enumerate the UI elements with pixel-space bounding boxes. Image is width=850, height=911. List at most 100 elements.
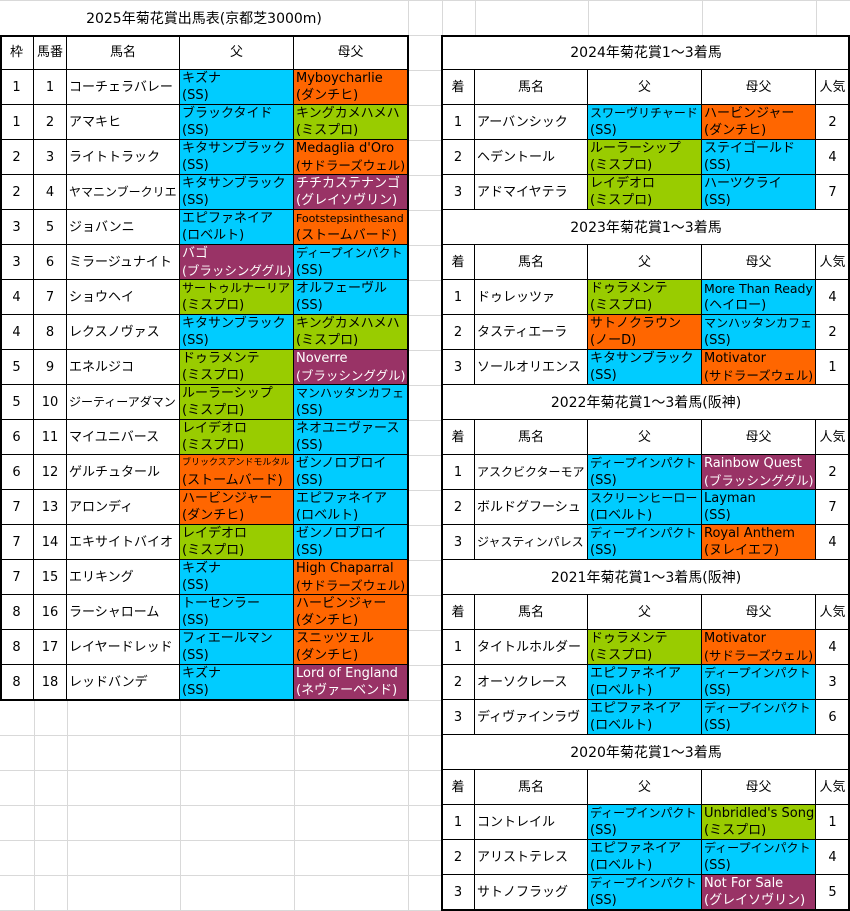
horse-name-cell[interactable]: アロンディ	[67, 490, 180, 525]
dam-sire-cell[interactable]: スニッツェル (ダンチヒ)	[294, 630, 408, 665]
sire-cell[interactable]: エピファネイア (ロベルト)	[588, 665, 702, 700]
sire-cell[interactable]: レイデオロ (ミスプロ)	[180, 525, 294, 560]
dam-sire-cell[interactable]: ディープインパクト (SS)	[702, 665, 816, 700]
number-cell[interactable]: 6	[34, 245, 67, 280]
sire-cell[interactable]: エピファネイア (ロベルト)	[588, 700, 702, 735]
sire-cell[interactable]: キズナ (SS)	[180, 70, 294, 105]
past-header-0[interactable]: 着	[442, 770, 475, 805]
popularity-cell[interactable]: 3	[816, 665, 850, 700]
past-header-2[interactable]: 父	[588, 770, 702, 805]
number-cell[interactable]: 7	[34, 280, 67, 315]
sire-cell[interactable]: スクリーンヒーロー (ロベルト)	[588, 490, 702, 525]
waku-cell[interactable]: 2	[0, 140, 34, 175]
horse-name-cell[interactable]: ミラージュナイト	[67, 245, 180, 280]
sire-cell[interactable]: ディープインパクト (SS)	[588, 525, 702, 560]
popularity-cell[interactable]: 2	[816, 455, 850, 490]
popularity-cell[interactable]: 4	[816, 525, 850, 560]
finish-cell[interactable]: 2	[442, 140, 475, 175]
sire-cell[interactable]: ルーラーシップ (ミスプロ)	[588, 140, 702, 175]
horse-name-cell[interactable]: アーバンシック	[475, 105, 588, 140]
waku-cell[interactable]: 8	[0, 630, 34, 665]
horse-name-cell[interactable]: ディヴァインラヴ	[475, 700, 588, 735]
finish-cell[interactable]: 1	[442, 280, 475, 315]
dam-sire-cell[interactable]: ハーツクライ (SS)	[702, 175, 816, 210]
past-header-4[interactable]: 人気	[816, 770, 850, 805]
horse-name-cell[interactable]: アマキヒ	[67, 105, 180, 140]
past-header-2[interactable]: 父	[588, 420, 702, 455]
past-header-3[interactable]: 母父	[702, 420, 816, 455]
number-cell[interactable]: 9	[34, 350, 67, 385]
dam-sire-cell[interactable]: More Than Ready (ヘイロー)	[702, 280, 816, 315]
dam-sire-cell[interactable]: Royal Anthem (ヌレイエフ)	[702, 525, 816, 560]
sire-cell[interactable]: ディープインパクト (SS)	[588, 875, 702, 910]
horse-name-cell[interactable]: ジーティーアダマン	[67, 385, 180, 420]
finish-cell[interactable]: 2	[442, 315, 475, 350]
dam-sire-cell[interactable]: エピファネイア (ロベルト)	[294, 490, 408, 525]
dam-sire-cell[interactable]: Noverre (ブラッシンググル)	[294, 350, 408, 385]
horse-name-cell[interactable]: エネルジコ	[67, 350, 180, 385]
dam-sire-cell[interactable]: ゼンノロブロイ (SS)	[294, 455, 408, 490]
past-header-1[interactable]: 馬名	[475, 70, 588, 105]
sire-cell[interactable]: キズナ (SS)	[180, 665, 294, 700]
dam-sire-cell[interactable]: ハービンジャー (ダンチヒ)	[702, 105, 816, 140]
past-header-1[interactable]: 馬名	[475, 245, 588, 280]
sire-cell[interactable]: レイデオロ (ミスプロ)	[588, 175, 702, 210]
popularity-cell[interactable]: 7	[816, 175, 850, 210]
finish-cell[interactable]: 1	[442, 105, 475, 140]
waku-cell[interactable]: 5	[0, 385, 34, 420]
horse-name-cell[interactable]: タスティエーラ	[475, 315, 588, 350]
past-header-0[interactable]: 着	[442, 70, 475, 105]
horse-name-cell[interactable]: レイヤードレッド	[67, 630, 180, 665]
number-cell[interactable]: 12	[34, 455, 67, 490]
past-header-4[interactable]: 人気	[816, 420, 850, 455]
horse-name-cell[interactable]: オーソクレース	[475, 665, 588, 700]
dam-sire-cell[interactable]: ディープインパクト (SS)	[294, 245, 408, 280]
sire-cell[interactable]: キタサンブラック (SS)	[180, 175, 294, 210]
finish-cell[interactable]: 1	[442, 630, 475, 665]
popularity-cell[interactable]: 5	[816, 875, 850, 910]
sire-cell[interactable]: バゴ (ブラッシンググル)	[180, 245, 294, 280]
popularity-cell[interactable]: 4	[816, 140, 850, 175]
dam-sire-cell[interactable]: オルフェーヴル (SS)	[294, 280, 408, 315]
number-cell[interactable]: 14	[34, 525, 67, 560]
sire-cell[interactable]: キタサンブラック (SS)	[180, 140, 294, 175]
dam-sire-cell[interactable]: Motivator (サドラーズウェル)	[702, 350, 816, 385]
number-cell[interactable]: 18	[34, 665, 67, 700]
past-header-1[interactable]: 馬名	[475, 770, 588, 805]
horse-name-cell[interactable]: レッドバンデ	[67, 665, 180, 700]
past-header-2[interactable]: 父	[588, 595, 702, 630]
sire-cell[interactable]: ブリックスアンドモルタル (ストームバード)	[180, 455, 294, 490]
number-cell[interactable]: 16	[34, 595, 67, 630]
number-cell[interactable]: 17	[34, 630, 67, 665]
horse-name-cell[interactable]: ボルドグフーシュ	[475, 490, 588, 525]
sire-cell[interactable]: ディープインパクト (SS)	[588, 805, 702, 840]
horse-name-cell[interactable]: ジャスティンパレス	[475, 525, 588, 560]
dam-sire-cell[interactable]: ゼンノロブロイ (SS)	[294, 525, 408, 560]
sire-cell[interactable]: ドゥラメンテ (ミスプロ)	[180, 350, 294, 385]
horse-name-cell[interactable]: ヘデントール	[475, 140, 588, 175]
finish-cell[interactable]: 2	[442, 840, 475, 875]
horse-name-cell[interactable]: サトノフラッグ	[475, 875, 588, 910]
popularity-cell[interactable]: 6	[816, 700, 850, 735]
header-0[interactable]: 枠	[0, 35, 34, 70]
past-header-1[interactable]: 馬名	[475, 595, 588, 630]
number-cell[interactable]: 1	[34, 70, 67, 105]
past-header-3[interactable]: 母父	[702, 595, 816, 630]
dam-sire-cell[interactable]: キングカメハメハ (ミスプロ)	[294, 105, 408, 140]
finish-cell[interactable]: 2	[442, 665, 475, 700]
horse-name-cell[interactable]: ショウヘイ	[67, 280, 180, 315]
past-header-0[interactable]: 着	[442, 420, 475, 455]
waku-cell[interactable]: 4	[0, 280, 34, 315]
past-header-1[interactable]: 馬名	[475, 420, 588, 455]
sire-cell[interactable]: ドゥラメンテ (ミスプロ)	[588, 280, 702, 315]
finish-cell[interactable]: 3	[442, 875, 475, 910]
sire-cell[interactable]: キタサンブラック (SS)	[588, 350, 702, 385]
sire-cell[interactable]: トーセンラー (SS)	[180, 595, 294, 630]
waku-cell[interactable]: 4	[0, 315, 34, 350]
dam-sire-cell[interactable]: キングカメハメハ (ミスプロ)	[294, 315, 408, 350]
dam-sire-cell[interactable]: Unbridled's Song (ミスプロ)	[702, 805, 816, 840]
dam-sire-cell[interactable]: マンハッタンカフェ (SS)	[702, 315, 816, 350]
horse-name-cell[interactable]: アスクビクターモア	[475, 455, 588, 490]
sire-cell[interactable]: ルーラーシップ (ミスプロ)	[180, 385, 294, 420]
sire-cell[interactable]: キズナ (SS)	[180, 560, 294, 595]
